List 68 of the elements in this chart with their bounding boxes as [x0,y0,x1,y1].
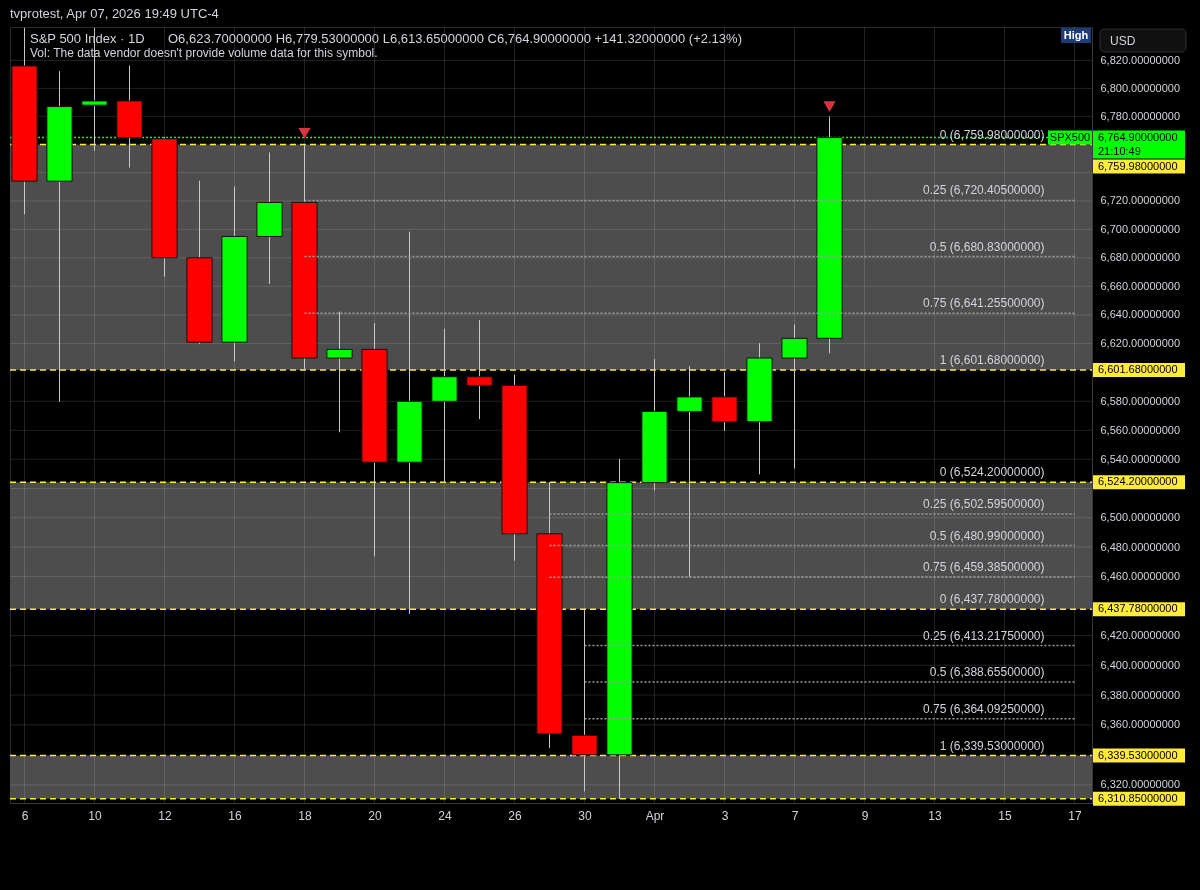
y-tick-label: 6,560.00000000 [1100,423,1181,436]
chart-subtitle: O6,623.70000000 H6,779.53000000 L6,613.65000000 C6,764.90000000 +141.32000000 (+2.13%) [168,31,742,46]
series-label: 0.25 (6,502.59500000) [923,496,1045,511]
x-tick-label: 9 [861,808,869,823]
ref-line-label: 6,601.68000000 [1098,363,1178,376]
y-axis-title: USD [1110,33,1136,48]
y-tick-label: 6,640.00000000 [1100,308,1181,321]
series-label: 0.75 (6,459.38500000) [923,560,1045,575]
y-tick-label: 6,700.00000000 [1100,222,1181,235]
x-tick-label: 6 [21,808,29,823]
y-tick-label: 6,480.00000000 [1100,540,1181,553]
series-label: 0.5 (6,480.99000000) [929,528,1045,543]
annotation: 1 (6,339.53000000) [939,738,1045,753]
annotation: SPX500 [1049,130,1091,143]
annotation: 0 (6,759.98000000) [939,127,1045,142]
ref-line-label: 6,437.78000000 [1098,602,1178,615]
x-tick-label: Apr [645,808,665,823]
x-tick-label: 20 [368,808,382,823]
y-tick-label: 6,580.00000000 [1100,394,1181,407]
y-tick-label: 6,360.00000000 [1100,718,1181,731]
x-tick-label: 30 [578,808,592,823]
y-tick-label: 6,780.00000000 [1100,109,1181,122]
x-tick-label: 12 [158,808,172,823]
y-tick-label: 6,800.00000000 [1100,81,1181,94]
ref-line-label: 6,524.20000000 [1098,475,1178,488]
y-tick-label: 6,380.00000000 [1100,688,1181,701]
y-tick-label: 6,660.00000000 [1100,279,1181,292]
y-tick-label: 6,400.00000000 [1100,658,1181,671]
x-tick-label: 3 [721,808,729,823]
y-tick-label: 6,720.00000000 [1100,194,1181,207]
series-label: 0.75 (6,364.09250000) [923,701,1045,716]
y-tick-label: 6,620.00000000 [1100,337,1181,350]
y-tick-label: 6,540.00000000 [1100,452,1181,465]
x-tick-label: 17 [1068,808,1082,823]
series-label: 0.25 (6,720.40500000) [923,183,1045,198]
x-tick-label: 24 [438,808,452,823]
ref-line-label: 6,764.90000000 [1098,130,1178,143]
y-tick-label: 6,320.00000000 [1100,778,1181,791]
candlestick [781,324,808,469]
candlestick [466,320,493,420]
y-tick-label: 6,820.00000000 [1100,53,1181,66]
x-tick-label: 13 [928,808,942,823]
text: tvprotest, Apr 07, 2026 19:49 UTC-4 [10,6,219,21]
series-label: 0.5 (6,388.65500000) [929,665,1045,680]
ref-line-label: 6,759.98000000 [1098,159,1178,172]
x-tick-label: 7 [791,808,799,823]
x-tick-label: 16 [228,808,242,823]
candlestick [571,608,598,792]
candlestick [326,311,353,433]
candlestick [676,366,703,577]
x-tick-label: 15 [998,808,1012,823]
x-tick-label: 26 [508,808,522,823]
series-label: 0.25 (6,413.21750000) [923,628,1045,643]
series-label: 0.5 (6,680.83000000) [929,239,1045,254]
ref-line-label: 6,310.85000000 [1098,791,1178,804]
series-label: 0.75 (6,641.25500000) [923,296,1045,311]
y-tick-label: 6,680.00000000 [1100,251,1181,264]
text: 21:10:49 [1098,144,1141,157]
x-tick-label: 18 [298,808,312,823]
annotation: 0 (6,524.20000000) [939,465,1045,480]
annotation: High [1063,28,1089,41]
y-tick-label: 6,500.00000000 [1100,511,1181,524]
annotation: 1 (6,601.68000000) [939,353,1045,368]
ref-line-label: 6,339.53000000 [1098,748,1178,761]
annotation: 0 (6,437.78000000) [939,592,1045,607]
y-tick-label: 6,460.00000000 [1100,569,1181,582]
x-tick-label: 10 [88,808,102,823]
y-tick-label: 6,420.00000000 [1100,629,1181,642]
